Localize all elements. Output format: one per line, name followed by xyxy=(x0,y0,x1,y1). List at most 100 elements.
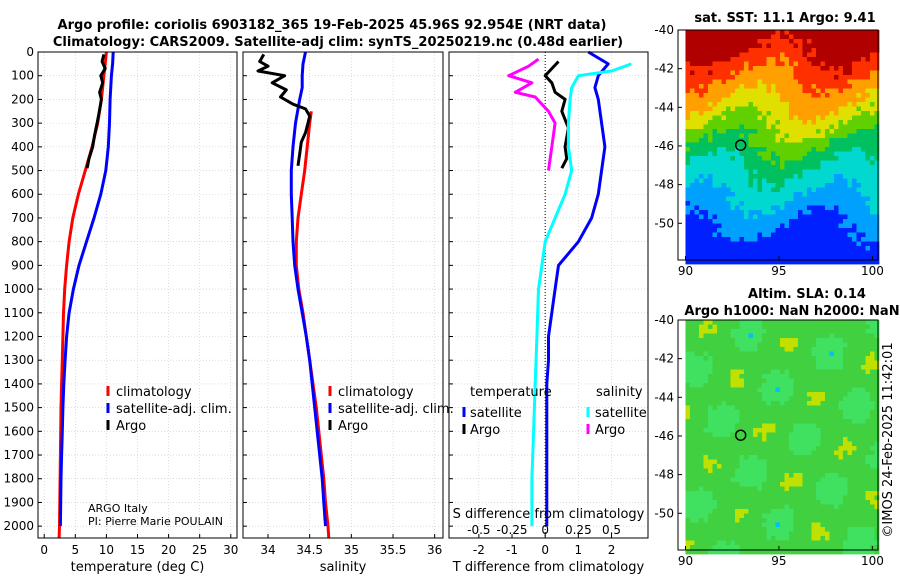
map-cell xyxy=(770,441,776,447)
map-cell xyxy=(734,378,740,384)
map-cell xyxy=(788,473,794,478)
map-cell xyxy=(815,111,821,116)
map-cell xyxy=(766,378,772,384)
map-cell xyxy=(847,174,853,179)
map-cell xyxy=(784,183,790,188)
map-cell xyxy=(806,486,812,492)
map-cell xyxy=(761,437,767,442)
map-cell xyxy=(860,473,866,478)
map-cell xyxy=(739,237,745,242)
map-cell xyxy=(847,246,853,251)
map-cell xyxy=(874,500,880,505)
map-cell xyxy=(698,509,704,514)
legend-label: satellite-adj. clim. xyxy=(338,402,454,417)
map-cell xyxy=(743,545,749,550)
map-cell xyxy=(694,401,700,406)
map-cell xyxy=(806,169,812,175)
map-cell xyxy=(698,518,704,523)
map-cell xyxy=(734,482,740,487)
map-cell xyxy=(716,459,722,465)
map-cell xyxy=(847,320,853,325)
map-cell xyxy=(788,259,794,265)
map-cell xyxy=(775,477,781,483)
map-cell xyxy=(806,102,812,107)
map-cell xyxy=(712,196,718,202)
series-satellite-adj-clim- xyxy=(58,51,115,527)
map-cell xyxy=(734,156,740,161)
map-cell xyxy=(694,34,700,40)
map-cell xyxy=(703,228,709,233)
map-cell xyxy=(820,522,826,528)
map-cell xyxy=(869,468,875,474)
map-cell xyxy=(703,115,709,121)
map-cell xyxy=(815,383,821,388)
map-cell xyxy=(869,365,875,370)
map-cell xyxy=(833,351,839,357)
map-cell xyxy=(743,446,749,451)
map-cell xyxy=(842,378,848,384)
map-cell xyxy=(824,178,830,184)
map-cell xyxy=(734,30,740,35)
map-cell xyxy=(806,333,812,339)
map-cell xyxy=(865,347,871,352)
map-cell xyxy=(725,513,731,519)
map-cell xyxy=(716,432,722,438)
map-cell xyxy=(743,459,749,465)
map-cell xyxy=(694,446,700,451)
map-cell xyxy=(788,500,794,505)
map-cell xyxy=(811,142,817,148)
map-cell xyxy=(829,30,835,35)
map-cell xyxy=(761,187,767,193)
map-cell xyxy=(721,374,727,379)
map-cell xyxy=(712,124,718,130)
map-cell xyxy=(685,124,691,130)
map-cell xyxy=(820,342,826,348)
map-cell xyxy=(775,70,781,76)
map-cell xyxy=(685,259,691,265)
map-cell xyxy=(856,196,862,202)
map-cell xyxy=(874,527,880,532)
map-cell xyxy=(793,450,799,456)
map-cell xyxy=(788,320,794,325)
map-cell xyxy=(833,405,839,411)
map-cell xyxy=(698,342,704,348)
map-cell xyxy=(743,88,749,94)
map-cell xyxy=(842,210,848,215)
map-cell xyxy=(869,61,875,67)
map-cell xyxy=(806,446,812,451)
map-cell xyxy=(694,255,700,260)
map-cell xyxy=(865,246,871,251)
map-cell xyxy=(847,540,853,546)
map-cell xyxy=(703,232,709,238)
map-cell xyxy=(770,468,776,474)
map-cell xyxy=(770,491,776,496)
map-cell xyxy=(761,446,767,451)
map-cell xyxy=(802,329,808,334)
map-cell xyxy=(770,500,776,505)
map-cell xyxy=(869,419,875,424)
map-cell xyxy=(802,34,808,40)
map-cell xyxy=(698,486,704,492)
map-cell xyxy=(730,446,736,451)
map-cell xyxy=(824,504,830,510)
map-cell xyxy=(811,43,817,49)
map-cell xyxy=(793,48,799,53)
map-cell xyxy=(802,468,808,474)
map-cell xyxy=(730,455,736,460)
map-cell xyxy=(797,536,803,541)
map-cell xyxy=(721,486,727,492)
map-cell xyxy=(793,34,799,40)
map-cell xyxy=(833,183,839,188)
map-cell xyxy=(838,450,844,456)
map-cell xyxy=(838,169,844,175)
map-cell xyxy=(743,246,749,251)
map-cell xyxy=(703,79,709,85)
map-cell xyxy=(775,52,781,58)
map-cell xyxy=(734,405,740,411)
credit-line2: PI: Pierre Marie POULAIN xyxy=(88,515,223,528)
map-cell xyxy=(806,210,812,215)
map-cell xyxy=(712,423,718,429)
map-cell xyxy=(770,205,776,211)
map-cell xyxy=(856,97,862,103)
map-cell xyxy=(838,527,844,532)
